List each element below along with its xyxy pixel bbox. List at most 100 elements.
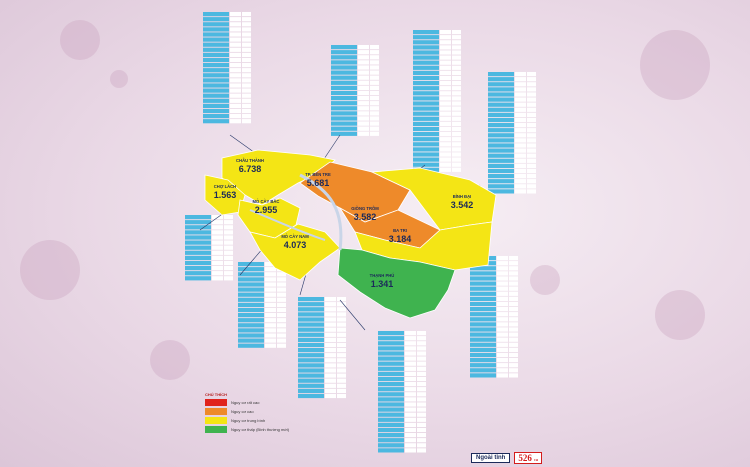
table-row-value-cell (358, 55, 369, 60)
table-row-name-cell (331, 121, 357, 126)
table-row-change-cell (417, 448, 426, 453)
table-row-change-cell (452, 40, 461, 45)
table-row-value-cell (515, 168, 526, 174)
table-row-name-cell (488, 163, 514, 168)
table-row-value-cell (440, 70, 451, 75)
table-row-change-cell (509, 307, 518, 312)
table-row-value-cell (265, 297, 276, 302)
table-row-change-cell (337, 353, 346, 358)
region-thanh-phu[interactable] (337, 247, 456, 319)
table-row-name-cell (413, 147, 439, 152)
table-row-value-cell (515, 107, 526, 112)
table-row-value-cell (212, 271, 223, 276)
table-row-value-cell (515, 143, 526, 148)
table-row-name-cell (470, 342, 496, 347)
table-row-name-cell (238, 328, 264, 333)
table-row-change-cell (509, 322, 518, 327)
table-row-change-cell (370, 70, 379, 75)
table-row-name-cell (298, 302, 324, 307)
table-row-change-cell (242, 27, 251, 32)
table-row-value-cell (358, 111, 369, 116)
table-row-change-cell (509, 337, 518, 342)
table-row-change-cell (370, 45, 379, 50)
district-tables (185, 12, 536, 453)
table-row-change-cell (527, 184, 536, 189)
table-row-change-cell (337, 322, 346, 327)
table-row-change-cell (370, 55, 379, 60)
table-row-name-cell (203, 114, 229, 119)
table-row-name-cell (470, 307, 496, 312)
table-row-change-cell (370, 50, 379, 55)
table-row-name-cell (378, 412, 404, 417)
table-row-value-cell (265, 323, 276, 328)
table-row-value-cell (515, 87, 526, 92)
table-row-name-cell (298, 322, 324, 327)
table-row-change-cell (509, 347, 518, 352)
table-row-name-cell (413, 86, 439, 91)
table-row-change-cell (417, 417, 426, 422)
table-row-change-cell (452, 142, 461, 147)
table-row-value-cell (265, 343, 276, 348)
table-row-change-cell (242, 83, 251, 88)
table-row-change-cell (417, 397, 426, 402)
table-row-change-cell (417, 366, 426, 371)
table-row-value-cell (440, 162, 451, 167)
table-row-name-cell (413, 75, 439, 81)
table-row-name-cell (298, 368, 324, 373)
table-row-change-cell (277, 318, 286, 323)
table-row-value-cell (405, 346, 416, 351)
table-row-name-cell (378, 402, 404, 407)
table-row-change-cell (277, 282, 286, 287)
table-row-change-cell (452, 116, 461, 121)
table-row-name-cell (378, 443, 404, 448)
table-row-name-cell (203, 22, 229, 27)
table-row-name-cell (378, 417, 404, 422)
table-row-name-cell (298, 342, 324, 348)
table-row-name-cell (185, 255, 211, 260)
table-row-value-cell (358, 116, 369, 121)
table-row-value-cell (440, 152, 451, 157)
table-row-change-cell (527, 133, 536, 138)
table-row-name-cell (413, 126, 439, 132)
table-row-value-cell (358, 106, 369, 111)
table-row-value-cell (358, 70, 369, 75)
table-row-name-cell (413, 137, 439, 142)
table-row-change-cell (417, 433, 426, 438)
table-row-change-cell (452, 137, 461, 142)
table-row-value-cell (405, 392, 416, 397)
table-row-name-cell (331, 90, 357, 96)
table-row-change-cell (452, 30, 461, 35)
table-row-change-cell (224, 225, 233, 230)
table-row-value-cell (515, 128, 526, 133)
table-row-value-cell (497, 363, 508, 368)
table-row-change-cell (417, 422, 426, 427)
table-row-change-cell (224, 266, 233, 271)
table-row-name-cell (378, 448, 404, 453)
table-row-change-cell (242, 119, 251, 124)
table-row-name-cell (238, 333, 264, 338)
table-row-change-cell (370, 116, 379, 121)
table-row-name-cell (413, 116, 439, 121)
table-row-change-cell (337, 317, 346, 322)
table-row-value-cell (358, 45, 369, 50)
table-row-value-cell (440, 116, 451, 121)
table-row-change-cell (509, 317, 518, 322)
table-row-change-cell (417, 336, 426, 341)
table-row-change-cell (370, 80, 379, 85)
virus-decoration (640, 30, 710, 100)
table-row-change-cell (452, 111, 461, 116)
table-row-value-cell (515, 72, 526, 77)
table-row-name-cell (238, 323, 264, 328)
table-row-change-cell (452, 35, 461, 40)
table-row-value-cell (325, 322, 336, 327)
table-row-name-cell (331, 80, 357, 85)
table-row-change-cell (509, 286, 518, 291)
table-row-name-cell (378, 397, 404, 402)
region-value-label: 3.184 (389, 234, 412, 244)
table-row-name-cell (331, 55, 357, 60)
table-row-change-cell (370, 85, 379, 90)
table-row-name-cell (238, 287, 264, 292)
table-row-change-cell (527, 77, 536, 82)
table-row-change-cell (370, 65, 379, 70)
